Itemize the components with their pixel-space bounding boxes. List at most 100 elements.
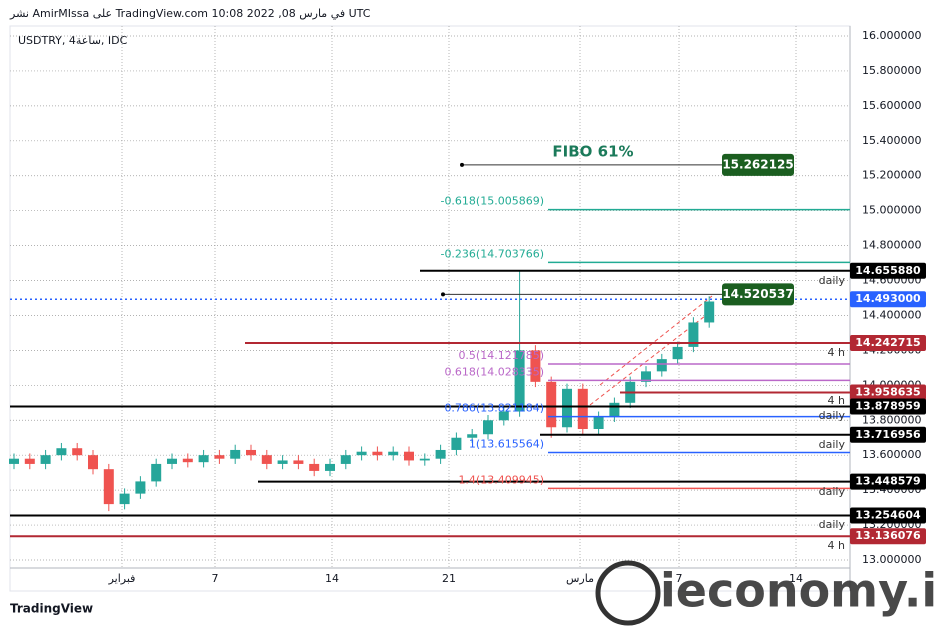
y-tick-label: 15.600000	[862, 99, 922, 112]
y-tick-label: 13.600000	[862, 448, 922, 461]
y-tick-label: 13.000000	[862, 553, 922, 566]
callout-dot	[460, 162, 464, 167]
price-tag	[850, 426, 926, 443]
candle-body	[182, 458, 193, 463]
candle-body	[388, 451, 399, 456]
candle-body	[40, 455, 51, 464]
candle-body	[404, 451, 414, 461]
candle-body	[56, 448, 67, 456]
candle-body	[103, 469, 114, 505]
x-tick-label: 14	[325, 572, 339, 585]
price-tag-label: 14.242715	[855, 336, 920, 349]
candle-body	[467, 434, 478, 438]
candle-body	[24, 458, 35, 464]
price-tag-label: 13.448579	[855, 475, 920, 488]
candle-body	[198, 455, 209, 463]
price-tag-label: 14.655880	[855, 264, 921, 277]
candle-body	[230, 449, 241, 459]
x-tick-label: 7	[212, 572, 219, 585]
candle-body	[246, 449, 256, 456]
price-tag-label: 13.958635	[855, 386, 920, 399]
chart-title: FIBO 61%	[552, 143, 633, 161]
candle-body	[309, 463, 320, 471]
callout-box	[722, 153, 794, 176]
level-annotation: daily	[819, 274, 846, 287]
candle-body	[151, 463, 162, 482]
candle-body	[483, 420, 493, 435]
candle-body	[356, 451, 367, 456]
y-tick-label: 16.000000	[862, 29, 922, 42]
price-tag	[850, 528, 926, 545]
level-annotation: daily	[819, 409, 846, 422]
trend-channel	[599, 295, 713, 386]
callout-box	[722, 283, 794, 306]
level-annotation: daily	[819, 518, 846, 531]
price-tag-label: 13.716956	[855, 428, 921, 441]
candle-body	[135, 481, 146, 494]
level-annotation: daily	[819, 485, 846, 498]
candle-body	[72, 448, 83, 456]
candle-body	[593, 416, 604, 429]
y-tick-label: 15.200000	[862, 169, 922, 182]
price-tag-label: 13.878959	[855, 399, 920, 412]
x-tick-label: مارس	[566, 572, 594, 585]
candle-body	[293, 460, 304, 464]
y-tick-label: 14.400000	[862, 308, 922, 321]
watermark-logo	[595, 560, 661, 626]
fib-label: 0.618(14.028335)	[444, 365, 544, 378]
price-tag-label: 13.254604	[855, 509, 921, 522]
candle-body	[672, 346, 683, 360]
y-tick-label: 15.000000	[862, 204, 922, 217]
callout-label: 14.520537	[722, 287, 793, 301]
header: نشر AmirMIssa على TradingView.com في مار…	[9, 7, 371, 20]
price-tag	[850, 507, 926, 524]
fib-label: 0.5(14.121785)	[458, 349, 544, 362]
level-annotation: daily	[819, 438, 846, 451]
candle-body	[419, 458, 430, 461]
candle-body	[214, 455, 225, 459]
price-tag-label: 14.493000	[855, 292, 921, 305]
candle-body	[451, 437, 462, 450]
candle-body	[325, 463, 335, 471]
candle-body	[546, 381, 557, 428]
candle-body	[514, 350, 525, 412]
candle-body	[530, 350, 541, 382]
price-tag	[850, 262, 926, 279]
y-tick-label: 15.400000	[862, 134, 922, 147]
candle-body	[277, 460, 288, 464]
candle-body	[9, 458, 19, 464]
trend-channel	[589, 315, 706, 406]
fib-label: 1.4(13.409945)	[458, 473, 544, 486]
symbol: USDTRY, 4ساعة, IDC	[18, 34, 128, 47]
fib-label: -0.236(14.703766)	[440, 247, 544, 260]
level-annotation: 4 h	[828, 346, 845, 359]
candle-body	[562, 388, 572, 428]
candle-body	[435, 449, 446, 459]
level-annotation: 4 h	[828, 394, 845, 407]
x-tick-label: 7	[676, 572, 683, 585]
callout-dot	[441, 292, 445, 297]
x-tick-label: فبراير	[108, 572, 136, 585]
price-tag-label: 13.136076	[855, 529, 921, 542]
price-tag	[850, 398, 926, 415]
level-annotation: 4 h	[828, 539, 845, 552]
x-tick-label: 14	[789, 572, 803, 585]
candle-body	[261, 455, 272, 464]
candle-body	[372, 451, 383, 456]
price-tag	[850, 473, 926, 490]
candle-body	[609, 402, 620, 417]
price-tag	[850, 291, 926, 308]
fib-label: 1(13.615564)	[469, 437, 544, 450]
candle-body	[119, 493, 130, 505]
y-tick-label: 13.800000	[862, 413, 922, 426]
watermark: ieconomy.io	[660, 564, 938, 618]
candle-body	[340, 455, 351, 464]
price-tag	[850, 384, 926, 401]
candle-body	[577, 388, 588, 429]
candle-body	[656, 359, 667, 372]
fib-label: 0.786(13.821184)	[444, 402, 544, 415]
fib-label: -0.618(15.005869)	[440, 195, 544, 208]
y-tick-label: 14.800000	[862, 239, 922, 252]
